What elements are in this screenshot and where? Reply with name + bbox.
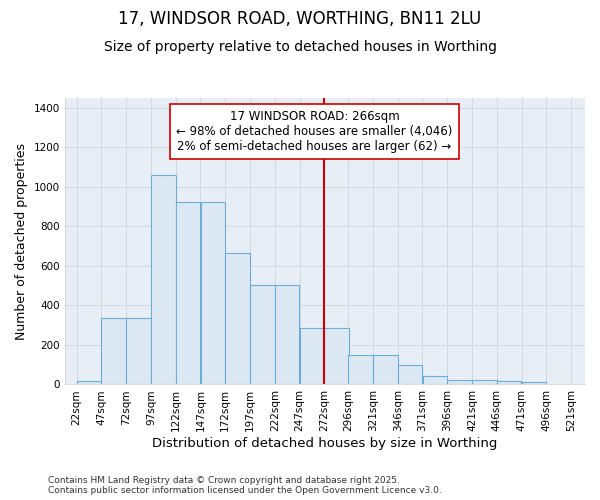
Bar (448, 380, 472, 384)
Y-axis label: Number of detached properties: Number of detached properties (15, 142, 28, 340)
Bar (325, 328, 349, 384)
X-axis label: Distribution of detached houses by size in Worthing: Distribution of detached houses by size … (152, 437, 497, 450)
Bar (176, 202, 200, 384)
Bar (226, 253, 250, 384)
Bar (151, 175, 176, 384)
Bar (101, 318, 126, 384)
Bar (126, 318, 151, 384)
Bar (422, 376, 447, 384)
Bar (200, 202, 225, 384)
Bar (398, 364, 422, 384)
Bar (275, 284, 299, 384)
Bar (348, 355, 373, 384)
Bar (497, 380, 521, 384)
Bar (373, 355, 398, 384)
Bar (522, 382, 546, 384)
Bar (300, 328, 324, 384)
Text: 17 WINDSOR ROAD: 266sqm
← 98% of detached houses are smaller (4,046)
2% of semi-: 17 WINDSOR ROAD: 266sqm ← 98% of detache… (176, 110, 452, 153)
Text: Contains HM Land Registry data © Crown copyright and database right 2025.
Contai: Contains HM Land Registry data © Crown c… (48, 476, 442, 495)
Bar (250, 284, 275, 384)
Bar (472, 380, 497, 384)
Text: Size of property relative to detached houses in Worthing: Size of property relative to detached ho… (104, 40, 497, 54)
Text: 17, WINDSOR ROAD, WORTHING, BN11 2LU: 17, WINDSOR ROAD, WORTHING, BN11 2LU (118, 10, 482, 28)
Bar (77, 380, 101, 384)
